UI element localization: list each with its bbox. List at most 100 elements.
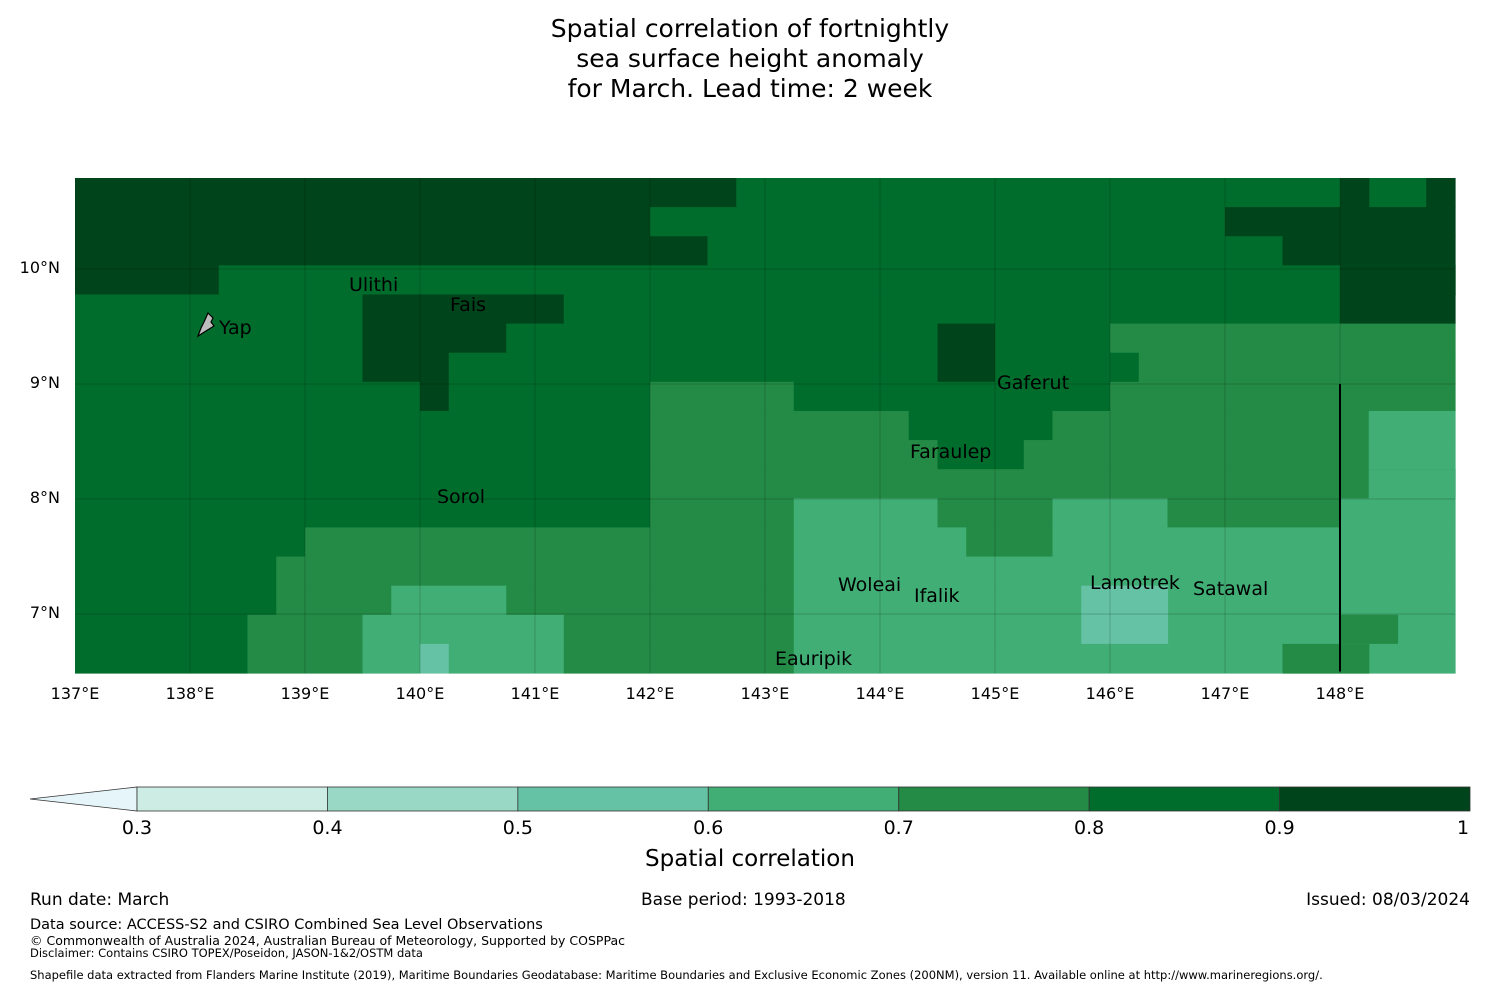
y-tick-label: 10°N (19, 258, 60, 277)
field-cell (362, 294, 565, 325)
colorbar-tick-label: 0.5 (502, 817, 533, 839)
y-tick-label: 9°N (29, 373, 60, 392)
place-label: Woleai (838, 574, 902, 596)
field-cell (247, 614, 364, 645)
field-cell (1368, 440, 1456, 470)
field-cell (75, 614, 249, 645)
field-cell (75, 265, 220, 296)
colorbar-bin (517, 786, 709, 812)
place-label: Ifalik (914, 585, 960, 607)
field-cell (75, 381, 421, 412)
y-tick-label: 7°N (29, 603, 60, 622)
x-tick-label: 148°E (1315, 684, 1365, 703)
field-cell (305, 527, 795, 558)
field-cell (1052, 527, 1456, 558)
place-label: Eauripik (775, 648, 853, 670)
field-cell (1167, 498, 1341, 529)
field-cell (937, 352, 996, 383)
field-cell (75, 352, 364, 383)
base-period: Base period: 1993-2018 (641, 890, 846, 910)
place-label: Yap (219, 317, 252, 339)
field-cell (75, 527, 306, 558)
field-cell (506, 323, 939, 354)
field-cell (793, 527, 967, 558)
field-cell (966, 527, 1054, 558)
field-cell (276, 585, 392, 616)
field-cell (563, 614, 795, 645)
colorbar-bin (1279, 786, 1471, 812)
x-tick-label: 137°E (50, 684, 100, 703)
colorbar-under-extension (29, 786, 138, 812)
field-cell (75, 178, 737, 208)
field-cell (1225, 207, 1456, 237)
colorbar-tick-label: 0.9 (1264, 817, 1295, 839)
field-cell (75, 207, 651, 237)
field-cell (650, 207, 1226, 237)
field-cell (75, 294, 364, 325)
field-cell (420, 381, 450, 412)
colorbar (29, 786, 1471, 812)
field-cell (1282, 236, 1456, 266)
field-cell (793, 556, 1456, 587)
field-cell (448, 643, 565, 674)
colorbar-bin (707, 786, 900, 812)
field-cell (707, 236, 1284, 266)
field-cell (218, 265, 651, 296)
field-cell (1340, 294, 1456, 325)
field-cell (1340, 498, 1456, 529)
data-source-note: Data source: ACCESS-S2 and CSIRO Combine… (30, 917, 543, 933)
colorbar-tick-label: 0.6 (693, 817, 724, 839)
correlation-map (75, 178, 1456, 674)
field-cell (75, 440, 651, 470)
field-cell (1340, 614, 1399, 645)
field-cell (1110, 323, 1456, 354)
copyright-note: © Commonwealth of Australia 2024, Austra… (30, 933, 625, 948)
field-cell (1340, 265, 1456, 296)
place-label: Satawal (1193, 578, 1269, 600)
field-cell (736, 178, 1427, 208)
x-tick-label: 146°E (1085, 684, 1135, 703)
field-cell (1081, 585, 1169, 616)
colorbar-bin (136, 786, 328, 812)
field-cell (995, 352, 1140, 383)
field-cell (563, 643, 795, 674)
x-tick-label: 143°E (740, 684, 790, 703)
field-cell (362, 323, 507, 354)
disclaimer-note: Disclaimer: Contains CSIRO TOPEX/Poseido… (30, 946, 423, 960)
x-tick-label: 138°E (165, 684, 215, 703)
place-label: Ulithi (349, 274, 399, 296)
correlation-field (75, 178, 1456, 674)
field-cell (75, 556, 277, 587)
field-cell (1282, 643, 1370, 674)
field-cell (563, 294, 1341, 325)
field-cell (1368, 410, 1456, 441)
field-cell (650, 469, 1456, 499)
field-cell (937, 440, 1025, 470)
field-cell (75, 236, 709, 266)
map-gridlines (75, 178, 1455, 673)
field-cell (1138, 352, 1456, 383)
field-cell (1023, 440, 1370, 470)
x-tick-label: 145°E (970, 684, 1020, 703)
field-cell (448, 352, 939, 383)
field-cell (362, 614, 565, 645)
place-label: Lamotrek (1090, 572, 1180, 594)
title-line-3: for March. Lead time: 2 week (567, 74, 933, 103)
colorbar-tick-label: 1 (1456, 817, 1470, 839)
field-cell (75, 323, 364, 354)
field-cell (650, 440, 939, 470)
colorbar-tick-label: 0.4 (312, 817, 343, 839)
field-cell (75, 469, 651, 499)
shapefile-credit: Shapefile data extracted from Flanders M… (30, 968, 1323, 982)
field-cell (650, 381, 795, 412)
colorbar-label: Spatial correlation (645, 846, 855, 872)
field-cell (506, 585, 795, 616)
field-cell (908, 410, 1054, 441)
field-cell (75, 643, 249, 674)
field-cell (793, 381, 1111, 412)
title-line-1: Spatial correlation of fortnightly (550, 14, 950, 43)
field-cell (793, 498, 939, 529)
field-cell (391, 585, 507, 616)
colorbar-bin (898, 786, 1090, 812)
run-date: Run date: March (30, 890, 170, 910)
